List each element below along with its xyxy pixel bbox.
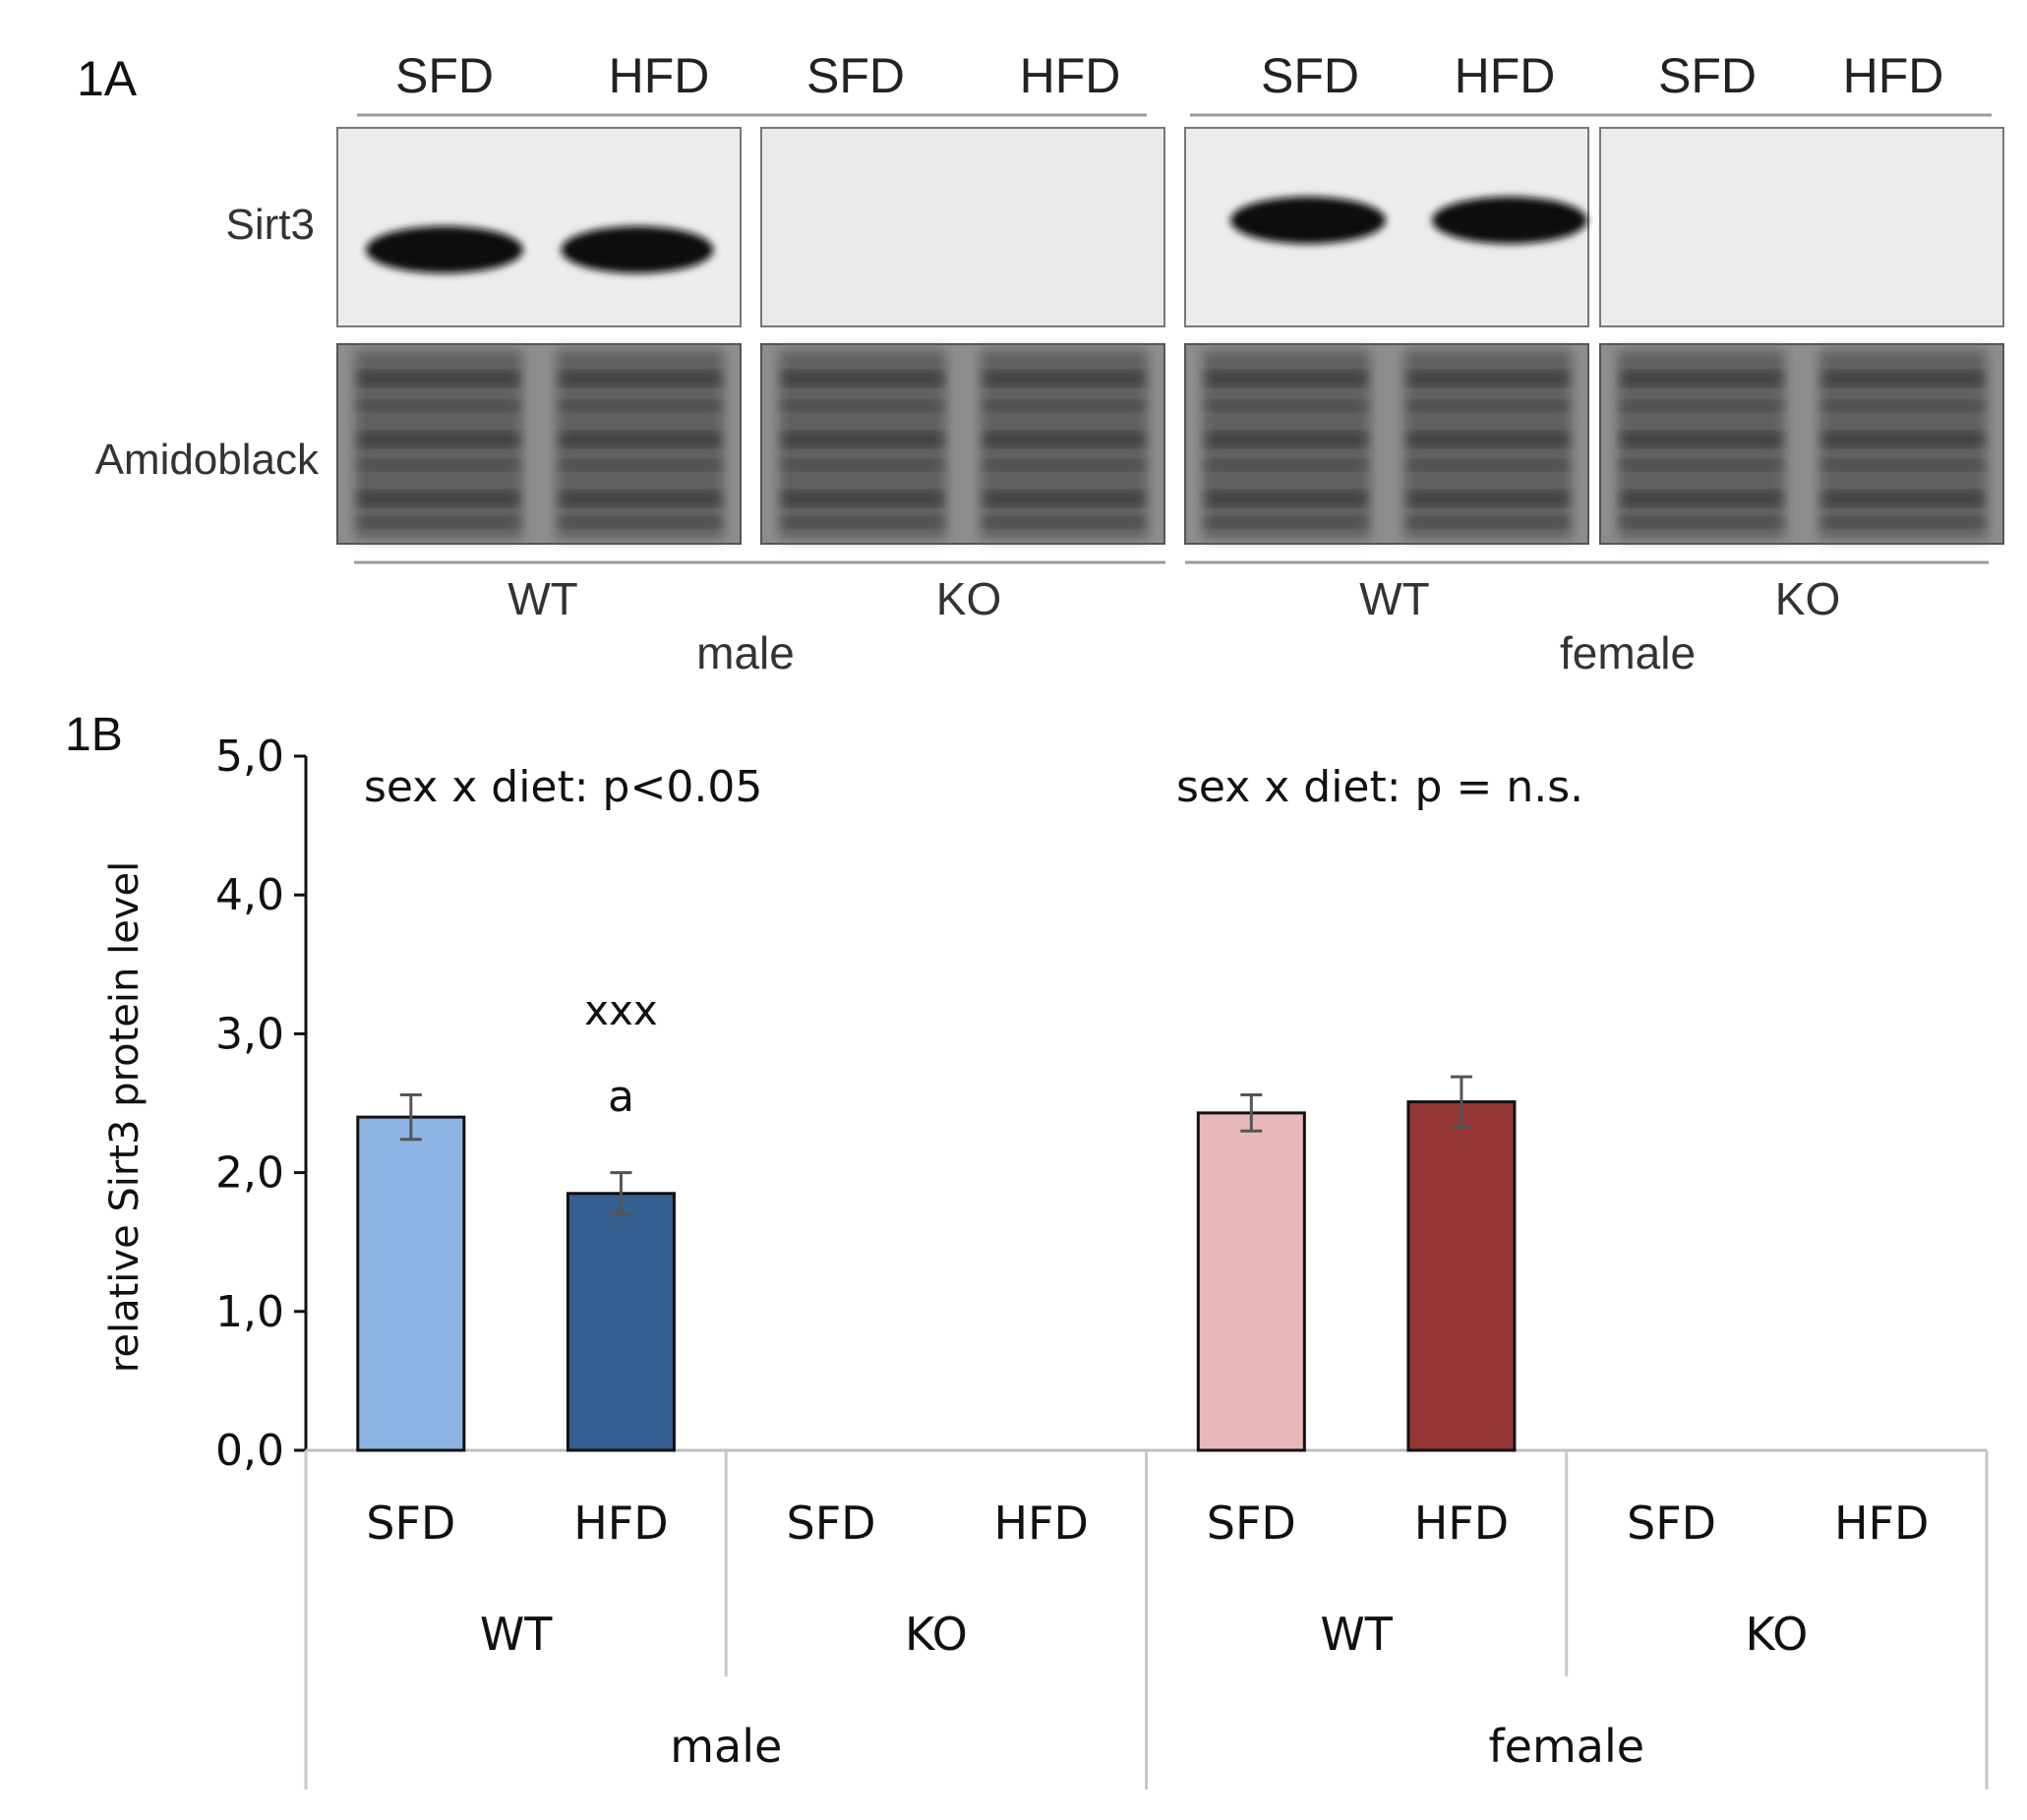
lane-label-3: HFD (1020, 48, 1121, 103)
x-category-label-1: HFD (573, 1497, 668, 1550)
row-label-sirt3: Sirt3 (226, 201, 315, 249)
lane-labels: SFD HFD SFD HFD SFD HFD SFD HFD (395, 48, 1943, 103)
x-genotype-label-0: WT (480, 1608, 553, 1661)
row-label-amidoblack: Amidoblack (95, 436, 320, 484)
amidoblack-box-2 (1184, 343, 1589, 545)
x-sex-label-1: female (1488, 1720, 1644, 1773)
x-category-label-2: SFD (787, 1497, 876, 1550)
lane-label-2: SFD (806, 48, 905, 103)
panel-b: 1B relative Sirt3 protein level 0,0 1,0 2,… (65, 709, 1989, 1790)
lane-label-0: SFD (395, 48, 494, 103)
bar-0 (356, 1115, 466, 1452)
genotype-label-female-ko: KO (1775, 573, 1840, 624)
x-category-label-6: SFD (1627, 1497, 1716, 1550)
panel-b-label: 1B (65, 709, 123, 761)
lane-label-6: SFD (1658, 48, 1757, 103)
y-tick-label-2: 2,0 (215, 1148, 284, 1199)
bar-1 (566, 1192, 676, 1452)
x-genotype-label-2: WT (1320, 1608, 1393, 1661)
x-category-label-5: HFD (1414, 1497, 1509, 1550)
sirt3-box-female-ko (1599, 127, 2004, 327)
amidoblack-box-0 (336, 343, 742, 545)
sirt3-box-male-ko (760, 127, 1165, 327)
x-category-label-4: SFD (1207, 1497, 1296, 1550)
stat-annotation-female: sex x diet: p = n.s. (1176, 762, 1583, 812)
sirt3-band-5 (1432, 197, 1587, 244)
y-axis-label: relative Sirt3 protein level (102, 861, 148, 1373)
x-category-label-7: HFD (1834, 1497, 1929, 1550)
y-tick-label-0: 0,0 (215, 1426, 284, 1476)
significance-a: a (608, 1072, 634, 1122)
y-tick-label-4: 4,0 (215, 870, 284, 920)
x-category-label-3: HFD (993, 1497, 1088, 1550)
panel-a: 1A SFD HFD SFD HFD SFD HFD SFD HFD Sirt3 Amidob… (77, 48, 2004, 678)
genotype-label-male-ko: KO (936, 573, 1001, 624)
x-sex-label-0: male (670, 1720, 782, 1773)
lane-label-5: HFD (1455, 48, 1556, 103)
x-genotype-label-1: KO (905, 1608, 968, 1661)
stat-annotation-male: sex x diet: p<0.05 (364, 762, 762, 812)
amidoblack-box-3 (1599, 343, 2004, 545)
sirt3-box-male-wt (336, 127, 742, 327)
sirt3-band-1 (561, 226, 714, 273)
lane-label-4: SFD (1261, 48, 1359, 103)
bar-chart: 0,0 1,0 2,0 3,0 4,0 5,0 SFD HFD SFD HFD SFD HFD SFD H… (215, 732, 1989, 1790)
sex-label-male: male (696, 627, 795, 678)
y-tick-label-5: 5,0 (215, 732, 284, 782)
x-category-label-0: SFD (366, 1497, 455, 1550)
y-tick-label-3: 3,0 (215, 1009, 284, 1059)
lane-label-7: HFD (1843, 48, 1944, 103)
bar-4 (1196, 1111, 1306, 1452)
sirt3-band-4 (1230, 197, 1386, 244)
amidoblack-blot (336, 343, 2004, 545)
significance-xxx: xxx (584, 986, 658, 1034)
lane-label-1: HFD (609, 48, 710, 103)
sirt3-band-0 (366, 226, 523, 273)
sex-label-female: female (1560, 627, 1696, 678)
genotype-label-female-wt: WT (1359, 573, 1430, 624)
bar-5 (1406, 1100, 1517, 1452)
panel-a-label: 1A (77, 51, 138, 106)
sirt3-blot (336, 127, 2004, 327)
amidoblack-box-1 (760, 343, 1165, 545)
y-tick-label-1: 1,0 (215, 1287, 284, 1337)
x-genotype-label-3: KO (1745, 1608, 1808, 1661)
genotype-label-male-wt: WT (507, 573, 578, 624)
